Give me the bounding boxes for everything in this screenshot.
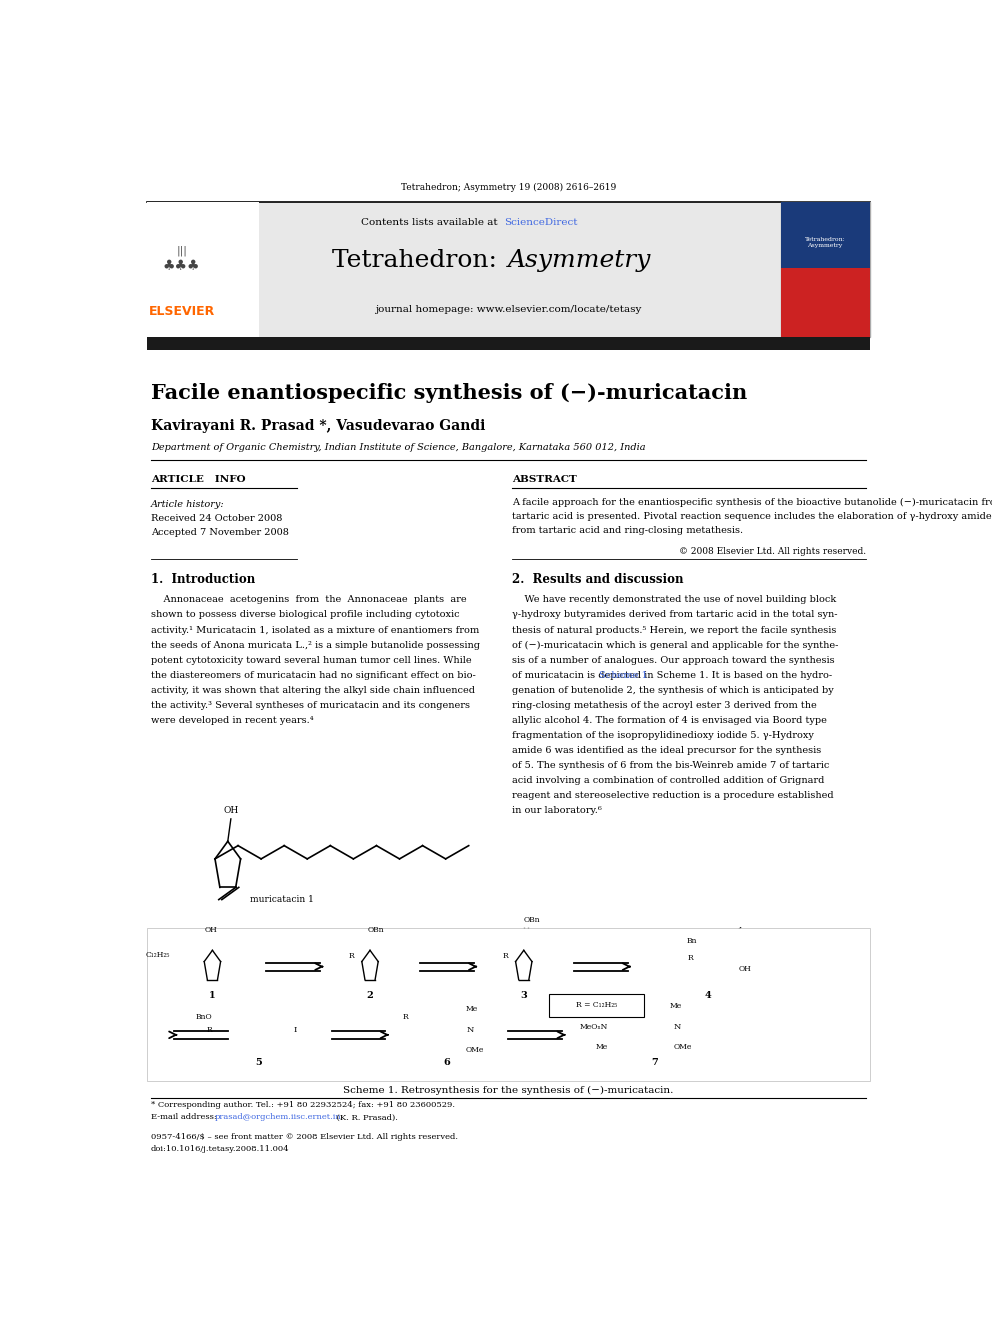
Text: Tetrahedron:: Tetrahedron: — [331, 249, 505, 273]
Text: A facile approach for the enantiospecific synthesis of the bioactive butanolide : A facile approach for the enantiospecifi… — [512, 497, 992, 507]
Text: genation of butenolide 2, the synthesis of which is anticipated by: genation of butenolide 2, the synthesis … — [512, 685, 834, 695]
Text: the diastereomers of muricatacin had no significant effect on bio-: the diastereomers of muricatacin had no … — [151, 671, 475, 680]
FancyBboxPatch shape — [147, 337, 870, 351]
Text: R: R — [403, 1012, 409, 1020]
Text: ♣♣♣: ♣♣♣ — [163, 259, 200, 273]
Text: Scheme 1. Retrosynthesis for the synthesis of (−)-muricatacin.: Scheme 1. Retrosynthesis for the synthes… — [343, 1086, 674, 1095]
Text: R: R — [502, 953, 508, 960]
Text: * Corresponding author. Tel.: +91 80 22932524; fax: +91 80 23600529.: * Corresponding author. Tel.: +91 80 229… — [151, 1101, 455, 1109]
FancyBboxPatch shape — [782, 267, 870, 337]
Text: C₁₂H₂₅: C₁₂H₂₅ — [145, 951, 170, 959]
Text: the activity.³ Several syntheses of muricatacin and its congeners: the activity.³ Several syntheses of muri… — [151, 701, 470, 710]
Text: prasad@orgchem.iisc.ernet.in: prasad@orgchem.iisc.ernet.in — [214, 1114, 341, 1122]
Text: Tetrahedron:
Asymmetry: Tetrahedron: Asymmetry — [805, 237, 845, 247]
Text: I: I — [294, 1025, 297, 1033]
Text: γ-hydroxy butyramides derived from tartaric acid in the total syn-: γ-hydroxy butyramides derived from tarta… — [512, 610, 837, 619]
Text: Received 24 October 2008: Received 24 October 2008 — [151, 513, 283, 523]
Text: from tartaric acid and ring-closing metathesis.: from tartaric acid and ring-closing meta… — [512, 527, 743, 534]
Text: Accepted 7 November 2008: Accepted 7 November 2008 — [151, 528, 289, 537]
Text: Annonaceae  acetogenins  from  the  Annonaceae  plants  are: Annonaceae acetogenins from the Annonace… — [151, 595, 466, 605]
Text: OBn: OBn — [368, 926, 385, 934]
Text: 4: 4 — [705, 991, 711, 1000]
Text: Asymmetry: Asymmetry — [509, 249, 652, 273]
Text: R = C₁₂H₂₅: R = C₁₂H₂₅ — [576, 1002, 617, 1009]
Text: OH: OH — [739, 964, 752, 972]
Text: were developed in recent years.⁴: were developed in recent years.⁴ — [151, 716, 313, 725]
Text: Scheme 1: Scheme 1 — [599, 671, 648, 680]
Text: journal homepage: www.elsevier.com/locate/tetasy: journal homepage: www.elsevier.com/locat… — [375, 306, 642, 314]
Text: of (−)-muricatacin which is general and applicable for the synthe-: of (−)-muricatacin which is general and … — [512, 640, 838, 650]
Text: muricatacin 1: muricatacin 1 — [250, 894, 313, 904]
Text: E-mail address:: E-mail address: — [151, 1114, 219, 1122]
Text: fragmentation of the isopropylidinedioxy iodide 5. γ-Hydroxy: fragmentation of the isopropylidinedioxy… — [512, 732, 814, 740]
Text: allylic alcohol 4. The formation of 4 is envisaged via Boord type: allylic alcohol 4. The formation of 4 is… — [512, 716, 827, 725]
Text: Me: Me — [466, 1005, 478, 1013]
Text: 6: 6 — [443, 1058, 450, 1066]
Text: OBn: OBn — [523, 916, 540, 923]
FancyBboxPatch shape — [782, 201, 870, 337]
Text: R: R — [687, 954, 692, 962]
Text: R: R — [348, 953, 354, 960]
Text: ABSTRACT: ABSTRACT — [512, 475, 577, 484]
FancyBboxPatch shape — [147, 201, 259, 337]
Text: potent cytotoxicity toward several human tumor cell lines. While: potent cytotoxicity toward several human… — [151, 656, 471, 664]
Text: N: N — [466, 1025, 473, 1033]
Text: activity, it was shown that altering the alkyl side chain influenced: activity, it was shown that altering the… — [151, 685, 475, 695]
Text: of muricatacin is depicted in Scheme 1. It is based on the hydro-: of muricatacin is depicted in Scheme 1. … — [512, 671, 832, 680]
Text: |||: ||| — [177, 245, 187, 255]
Text: Me: Me — [596, 1043, 608, 1050]
Text: 2: 2 — [367, 991, 373, 1000]
Text: Tetrahedron; Asymmetry 19 (2008) 2616–2619: Tetrahedron; Asymmetry 19 (2008) 2616–26… — [401, 183, 616, 192]
Text: 7: 7 — [651, 1058, 658, 1066]
Text: © 2008 Elsevier Ltd. All rights reserved.: © 2008 Elsevier Ltd. All rights reserved… — [679, 548, 866, 557]
Text: tartaric acid is presented. Pivotal reaction sequence includes the elaboration o: tartaric acid is presented. Pivotal reac… — [512, 512, 992, 521]
Text: R: R — [206, 1025, 212, 1033]
Text: ScienceDirect: ScienceDirect — [505, 218, 578, 228]
Text: amide 6 was identified as the ideal precursor for the synthesis: amide 6 was identified as the ideal prec… — [512, 746, 821, 755]
Text: Facile enantiospecific synthesis of (−)-muricatacin: Facile enantiospecific synthesis of (−)-… — [151, 384, 747, 404]
Text: MeOₙN: MeOₙN — [580, 1023, 608, 1031]
Text: thesis of natural products.⁵ Herein, we report the facile synthesis: thesis of natural products.⁵ Herein, we … — [512, 626, 836, 635]
Text: We have recently demonstrated the use of novel building block: We have recently demonstrated the use of… — [512, 595, 836, 605]
Text: Bn: Bn — [686, 937, 696, 945]
Text: 0957-4166/$ – see front matter © 2008 Elsevier Ltd. All rights reserved.: 0957-4166/$ – see front matter © 2008 El… — [151, 1132, 458, 1140]
Text: ELSEVIER: ELSEVIER — [149, 306, 215, 318]
Text: Department of Organic Chemistry, Indian Institute of Science, Bangalore, Karnata: Department of Organic Chemistry, Indian … — [151, 443, 646, 451]
Text: sis of a number of analogues. Our approach toward the synthesis: sis of a number of analogues. Our approa… — [512, 656, 835, 664]
Text: N: N — [674, 1023, 682, 1031]
FancyBboxPatch shape — [147, 201, 870, 337]
Text: 2.  Results and discussion: 2. Results and discussion — [512, 573, 683, 586]
Text: in our laboratory.⁶: in our laboratory.⁶ — [512, 807, 602, 815]
Text: ARTICLE   INFO: ARTICLE INFO — [151, 475, 246, 484]
Text: doi:10.1016/j.tetasy.2008.11.004: doi:10.1016/j.tetasy.2008.11.004 — [151, 1144, 290, 1152]
Text: the seeds of Anona muricata L.,² is a simple butanolide possessing: the seeds of Anona muricata L.,² is a si… — [151, 640, 480, 650]
Text: 5: 5 — [255, 1058, 262, 1066]
Text: BnO: BnO — [195, 1012, 212, 1020]
Text: 1: 1 — [209, 991, 215, 1000]
Text: (K. R. Prasad).: (K. R. Prasad). — [334, 1114, 398, 1122]
Text: Article history:: Article history: — [151, 500, 224, 508]
Text: acid involving a combination of controlled addition of Grignard: acid involving a combination of controll… — [512, 777, 824, 786]
Text: 1.  Introduction: 1. Introduction — [151, 573, 255, 586]
Text: OH: OH — [223, 806, 238, 815]
Text: 3: 3 — [521, 991, 527, 1000]
Text: OMe: OMe — [466, 1046, 484, 1054]
FancyBboxPatch shape — [550, 994, 645, 1016]
Text: Contents lists available at: Contents lists available at — [361, 218, 501, 228]
Text: reagent and stereoselective reduction is a procedure established: reagent and stereoselective reduction is… — [512, 791, 834, 800]
Text: shown to possess diverse biological profile including cytotoxic: shown to possess diverse biological prof… — [151, 610, 459, 619]
Text: OH: OH — [204, 926, 217, 934]
FancyBboxPatch shape — [782, 201, 870, 267]
Text: Me: Me — [670, 1003, 682, 1011]
Text: activity.¹ Muricatacin 1, isolated as a mixture of enantiomers from: activity.¹ Muricatacin 1, isolated as a … — [151, 626, 479, 635]
Text: of 5. The synthesis of 6 from the bis-Weinreb amide 7 of tartaric: of 5. The synthesis of 6 from the bis-We… — [512, 761, 829, 770]
Text: ring-closing metathesis of the acroyl ester 3 derived from the: ring-closing metathesis of the acroyl es… — [512, 701, 817, 710]
FancyBboxPatch shape — [147, 927, 870, 1081]
Text: Kavirayani R. Prasad *, Vasudevarao Gandi: Kavirayani R. Prasad *, Vasudevarao Gand… — [151, 418, 485, 433]
Text: OMe: OMe — [674, 1043, 692, 1050]
